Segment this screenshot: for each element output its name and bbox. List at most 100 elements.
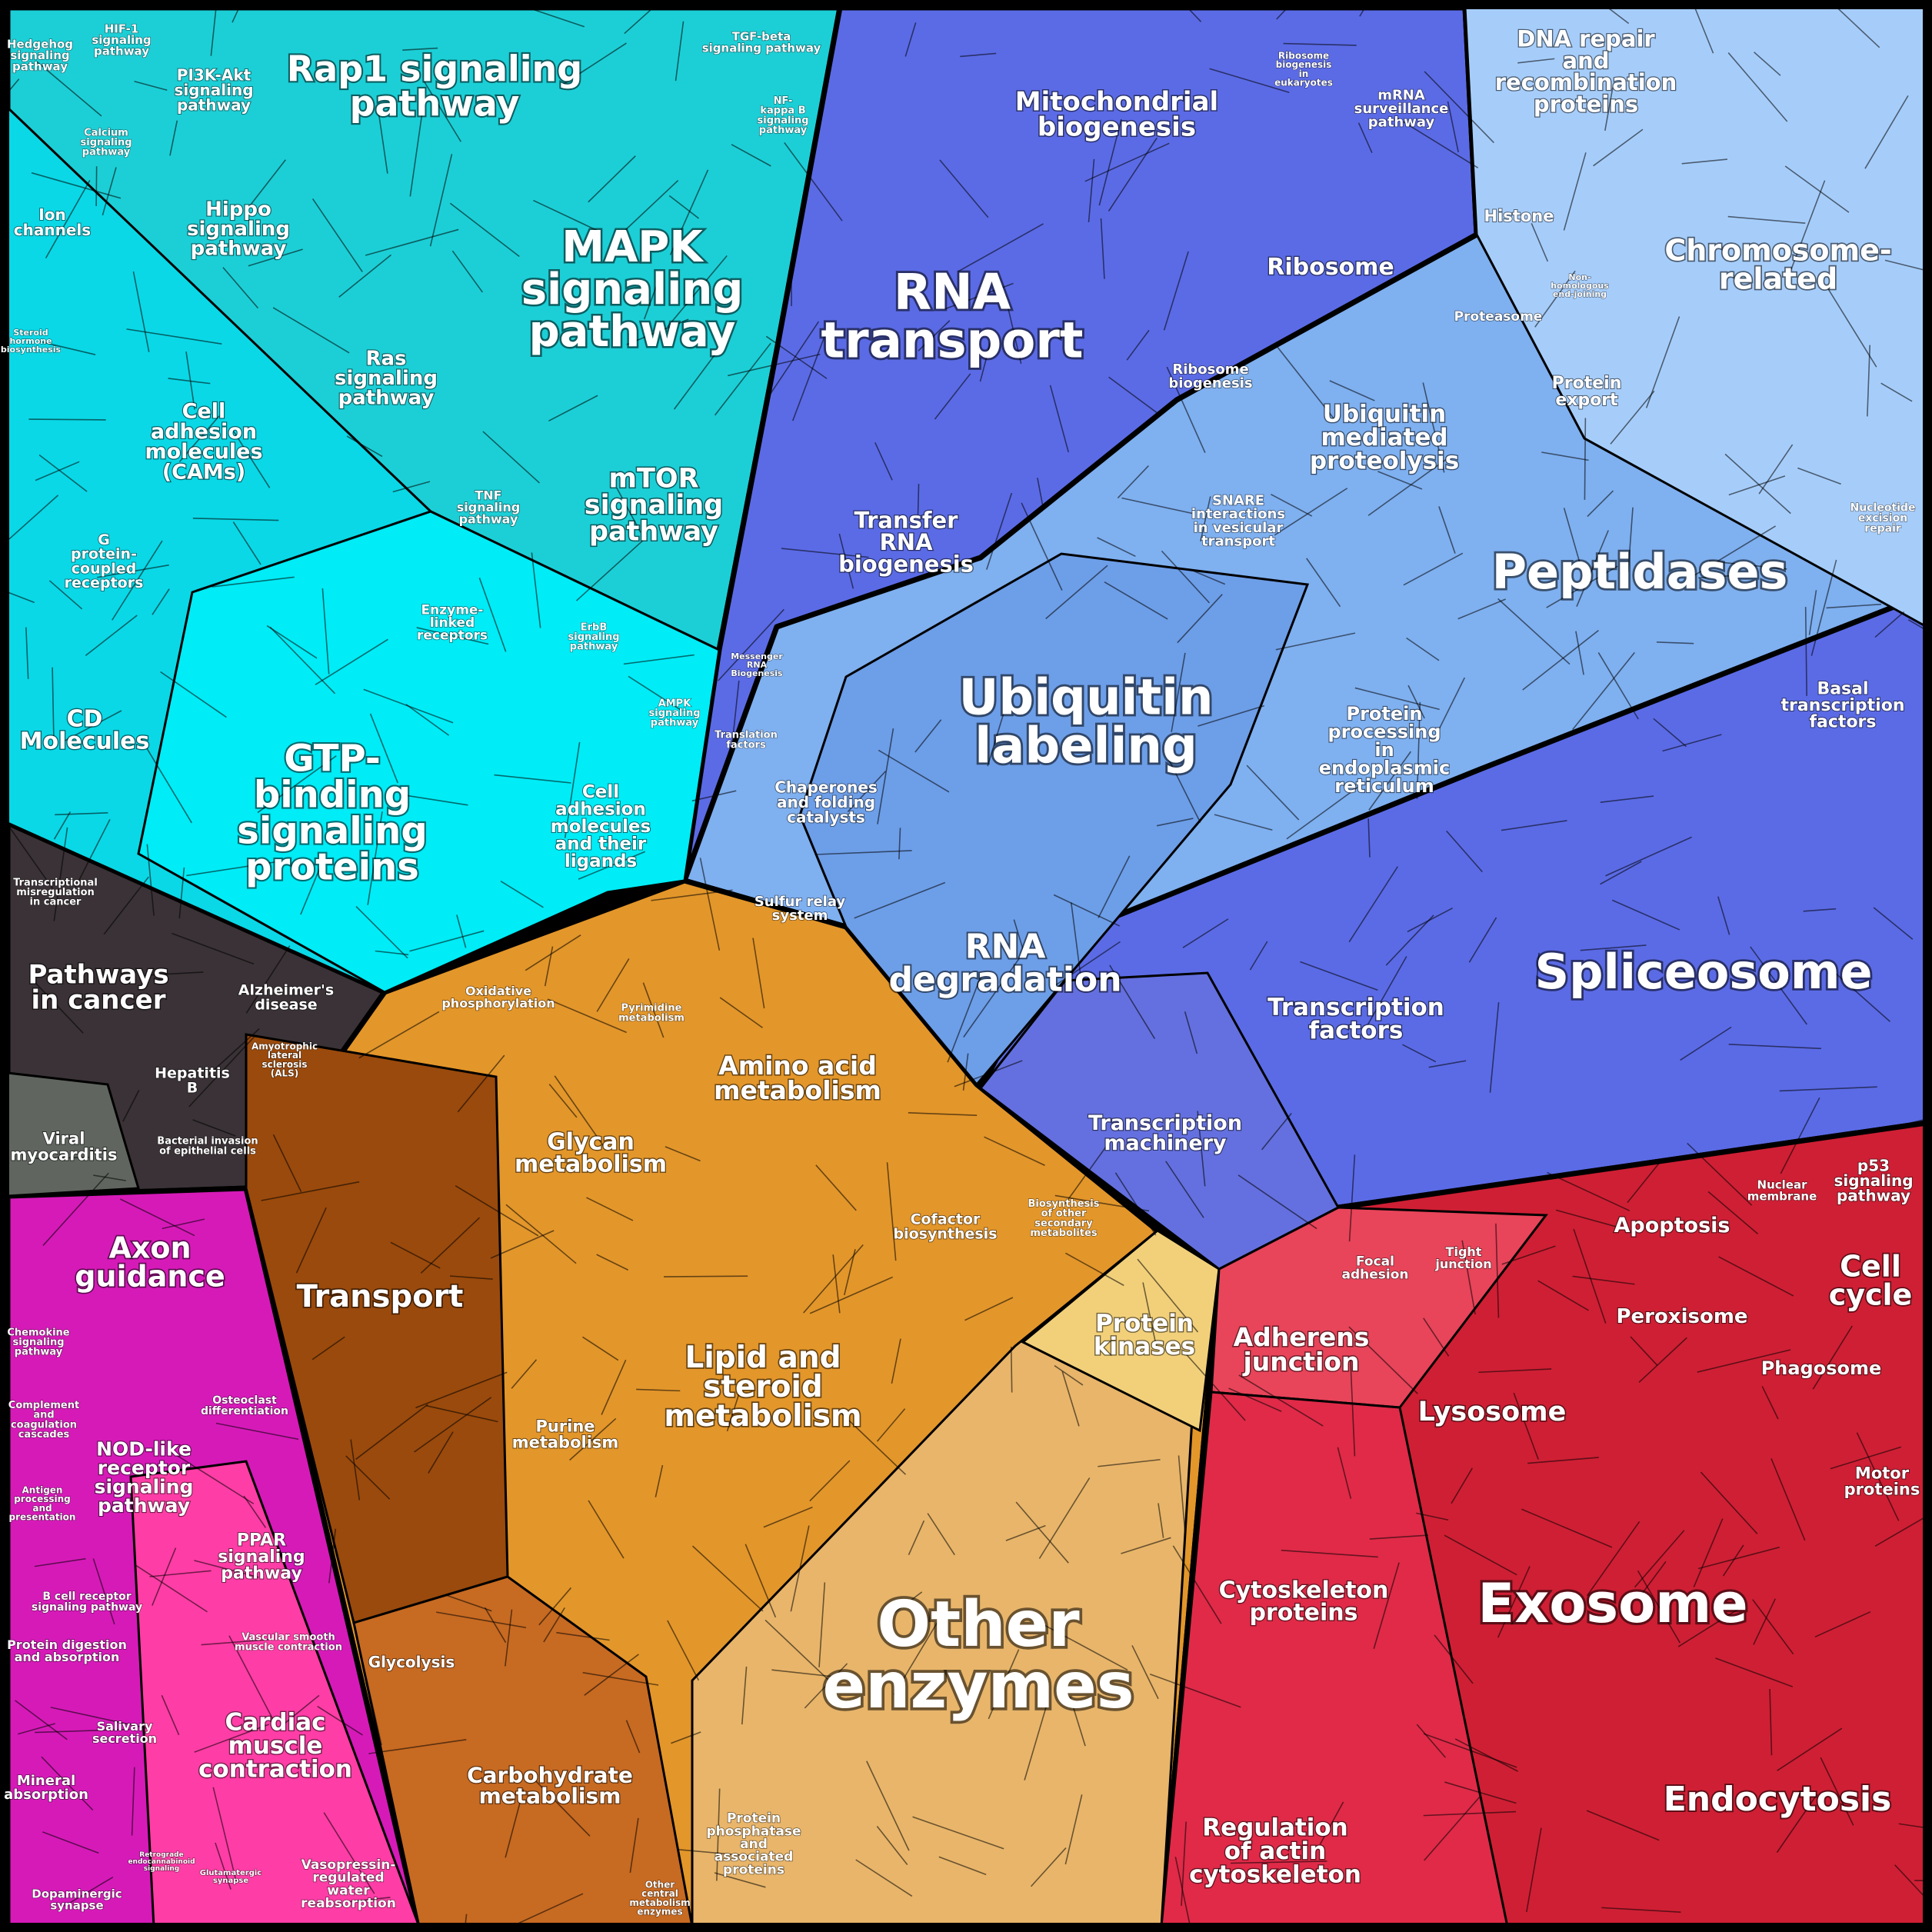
cell-boundary	[257, 755, 337, 814]
cell-boundary	[428, 1431, 454, 1474]
label-line: Salivary	[97, 1719, 153, 1734]
cell-boundary	[1231, 1860, 1327, 1864]
cell-boundary	[1182, 1350, 1246, 1421]
cell-boundary	[908, 1112, 978, 1117]
label-line: Non-	[1568, 272, 1591, 282]
label-steroid: Steroid hormone biosynthesis	[1, 328, 62, 355]
cell-boundary	[1283, 42, 1357, 46]
cell-boundary	[31, 172, 122, 199]
cell-boundary	[582, 1336, 619, 1361]
cell-boundary	[1572, 651, 1635, 731]
label-snare: SNARE interactions in vesicular transport	[1191, 493, 1285, 550]
label-line: metabolism	[629, 1897, 690, 1907]
label-line: pathway	[1368, 115, 1435, 131]
cell-boundary	[1752, 1599, 1794, 1655]
cell-boundary	[1064, 1794, 1083, 1865]
cell-boundary	[97, 564, 169, 578]
cell-boundary	[8, 495, 59, 540]
label-line: Sulfur relay	[754, 894, 846, 910]
cell-boundary	[122, 1090, 140, 1122]
cell-boundary	[494, 774, 571, 784]
cell-boundary	[893, 1611, 945, 1695]
label-line: factors	[1809, 713, 1876, 732]
cell-boundary	[1517, 58, 1555, 64]
label-protproc: Protein processing in endoplasmic reticulum	[1319, 703, 1450, 797]
cell-boundary	[1653, 718, 1687, 748]
label-line: Enzyme-	[421, 602, 484, 618]
cell-boundary	[877, 728, 894, 824]
cell-boundary	[311, 198, 363, 272]
cell-boundary	[1637, 1570, 1681, 1644]
label-apoptosis: Apoptosis	[1614, 1214, 1730, 1237]
cell-boundary	[53, 811, 72, 840]
cell-boundary	[1171, 652, 1186, 732]
cell-boundary	[1214, 814, 1273, 831]
cell-boundary	[1237, 1174, 1317, 1230]
cell-boundary	[596, 958, 630, 1012]
label-regactin: Regulation of actin cytoskeleton	[1189, 1814, 1361, 1888]
cell-boundary	[1348, 1326, 1418, 1394]
cell-boundary	[1069, 1696, 1086, 1747]
cell-boundary	[1521, 1508, 1613, 1548]
cell-boundary	[1873, 907, 1914, 940]
cell-boundary	[1495, 1223, 1500, 1318]
cell-boundary	[1121, 1537, 1171, 1554]
cell-boundary	[1108, 376, 1161, 415]
cell-boundary	[1586, 1810, 1660, 1841]
cell-boundary	[1727, 215, 1806, 225]
cell-boundary	[1680, 1026, 1732, 1061]
cell-boundary	[42, 1172, 109, 1246]
label-line: misregulation	[16, 887, 95, 898]
label-line: TNF	[475, 488, 501, 502]
cell-boundary	[716, 1788, 721, 1881]
label-line: metabolism	[479, 1784, 621, 1809]
cell-boundary	[1804, 607, 1807, 696]
cell-boundary	[1174, 1857, 1192, 1930]
label-line: reabsorption	[301, 1896, 396, 1911]
cell-boundary	[818, 1582, 826, 1667]
cell-boundary	[1601, 1907, 1681, 1913]
label-hippo: Hippo signaling pathway	[187, 198, 290, 260]
label-line: Bacterial invasion	[157, 1135, 258, 1147]
label-ion: Ion channels	[14, 205, 91, 239]
cell-boundary	[505, 1609, 513, 1667]
cell-boundary	[1275, 632, 1356, 651]
label-line: disease	[255, 996, 317, 1013]
cell-boundary	[1535, 952, 1540, 985]
cell-boundary	[1367, 818, 1371, 858]
cell-boundary	[586, 1197, 634, 1221]
label-line: signaling	[13, 1337, 65, 1348]
label-pi3k: PI3K-Akt signaling pathway	[174, 65, 253, 114]
cell-boundary	[484, 1607, 507, 1644]
cell-boundary	[338, 254, 392, 298]
label-line: Messenger	[731, 651, 783, 661]
label-line: junction	[1434, 1256, 1491, 1271]
cell-boundary	[1385, 914, 1434, 966]
cell-boundary	[1537, 1280, 1589, 1311]
label-line: coupled	[72, 560, 136, 577]
cell-boundary	[616, 488, 641, 533]
label-proteasome: Proteasome	[1454, 309, 1543, 325]
cell-boundary	[752, 938, 765, 1009]
label-otherenz: Other enzymes	[822, 1588, 1134, 1723]
label-line: metabolism	[515, 1151, 667, 1178]
cell-boundary	[964, 1297, 1014, 1321]
label-line: Alzheimer's	[238, 981, 334, 998]
cell-boundary	[1423, 1810, 1517, 1817]
cell-boundary	[1630, 1336, 1658, 1366]
cell-boundary	[1700, 1471, 1758, 1534]
label-line: (CAMs)	[162, 460, 245, 484]
cell-boundary	[601, 1359, 627, 1415]
cell-boundary	[1348, 1154, 1356, 1242]
cell-boundary	[1163, 251, 1189, 331]
cell-boundary	[295, 1207, 327, 1274]
label-line: system	[772, 908, 828, 924]
cell-boundary	[1422, 382, 1445, 473]
label-line: metabolism	[618, 1012, 685, 1024]
label-othercentral: Other central metabolism enzymes	[629, 1879, 690, 1917]
label-line: Pathways	[28, 959, 168, 990]
label-line: Hippo	[205, 198, 271, 221]
cell-boundary	[348, 1897, 391, 1903]
label-line: Cardiac	[225, 1708, 325, 1736]
